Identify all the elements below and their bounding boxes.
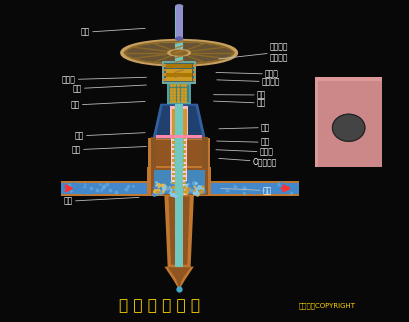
Bar [315, 77, 382, 167]
Bar [175, 137, 183, 195]
Text: 锁紧螺母: 锁紧螺母 [217, 77, 280, 86]
Text: 夸片: 夸片 [74, 131, 145, 140]
Text: 护罩: 护罩 [81, 28, 145, 37]
Bar [166, 73, 192, 77]
Bar [147, 167, 211, 196]
Text: 阀杆: 阀杆 [70, 100, 145, 109]
Bar [172, 109, 187, 135]
Bar [173, 168, 186, 171]
Text: 手 动 平 板 闸 阀: 手 动 平 板 闸 阀 [119, 298, 200, 313]
Bar [163, 64, 166, 67]
Bar [174, 138, 184, 167]
Bar [173, 191, 186, 193]
Bar [172, 177, 186, 180]
Polygon shape [156, 106, 202, 137]
Bar [163, 78, 166, 80]
Polygon shape [164, 267, 194, 290]
Bar [172, 141, 186, 144]
Bar [166, 77, 192, 81]
Ellipse shape [122, 41, 236, 65]
Bar [61, 181, 147, 196]
Ellipse shape [176, 37, 182, 40]
Bar [172, 150, 186, 153]
Bar [152, 140, 207, 166]
Bar [172, 155, 186, 157]
Bar [175, 7, 183, 267]
Bar [173, 173, 186, 175]
Bar [172, 168, 186, 171]
Text: 密封脂: 密封脂 [216, 147, 274, 156]
Bar [148, 138, 210, 167]
Bar [173, 182, 186, 184]
Ellipse shape [333, 114, 365, 141]
Bar [193, 69, 196, 71]
Bar [193, 78, 196, 80]
Bar [163, 73, 166, 76]
Bar [193, 64, 196, 67]
Polygon shape [153, 104, 206, 138]
Bar [151, 137, 156, 168]
Bar [202, 137, 208, 168]
Text: 压盖: 压盖 [213, 90, 266, 99]
Bar [172, 182, 186, 184]
Text: 轴承盖: 轴承盖 [216, 70, 279, 79]
Bar [167, 84, 191, 104]
Bar [193, 73, 196, 76]
Polygon shape [169, 196, 190, 265]
Bar [172, 146, 186, 148]
Bar [171, 137, 187, 195]
Text: 传动装置
（手轮）: 传动装置 （手轮） [219, 43, 288, 62]
Bar [172, 137, 186, 139]
Bar [169, 85, 189, 102]
Bar [154, 170, 204, 194]
Polygon shape [168, 267, 191, 288]
Bar [166, 69, 192, 72]
Ellipse shape [176, 5, 182, 8]
Bar [170, 106, 188, 136]
Bar [173, 177, 186, 180]
Text: 填料: 填料 [213, 99, 266, 108]
Bar [171, 168, 187, 195]
Bar [172, 173, 186, 175]
Bar [151, 168, 208, 195]
Text: 东方仿真COPYRIGHT: 东方仿真COPYRIGHT [299, 303, 356, 309]
Bar [211, 181, 299, 196]
Text: 抱承: 抱承 [72, 84, 146, 93]
Bar [173, 186, 186, 189]
Bar [315, 77, 382, 80]
Text: 筒体: 筒体 [63, 197, 139, 206]
Bar [175, 104, 183, 138]
Text: 闸板: 闸板 [221, 186, 272, 195]
Bar [176, 6, 182, 39]
Ellipse shape [171, 51, 187, 55]
Bar [156, 135, 202, 138]
Text: 抽承架: 抽承架 [62, 75, 146, 84]
Bar [315, 77, 318, 167]
Bar [211, 183, 299, 194]
Bar [172, 186, 186, 189]
Text: O型橡胶圈: O型橡胶圈 [219, 157, 277, 166]
Bar [172, 191, 186, 193]
Text: 阀座: 阀座 [72, 145, 146, 154]
Bar [175, 196, 183, 267]
Bar [172, 164, 186, 166]
Bar [166, 64, 192, 68]
Polygon shape [164, 196, 194, 267]
Text: 阀盖: 阀盖 [219, 123, 270, 132]
Bar [172, 159, 186, 162]
Bar [164, 63, 194, 82]
Ellipse shape [168, 50, 190, 56]
Bar [162, 61, 196, 84]
Text: 活塞: 活塞 [217, 138, 270, 147]
Bar [163, 69, 166, 71]
Bar [61, 183, 147, 194]
